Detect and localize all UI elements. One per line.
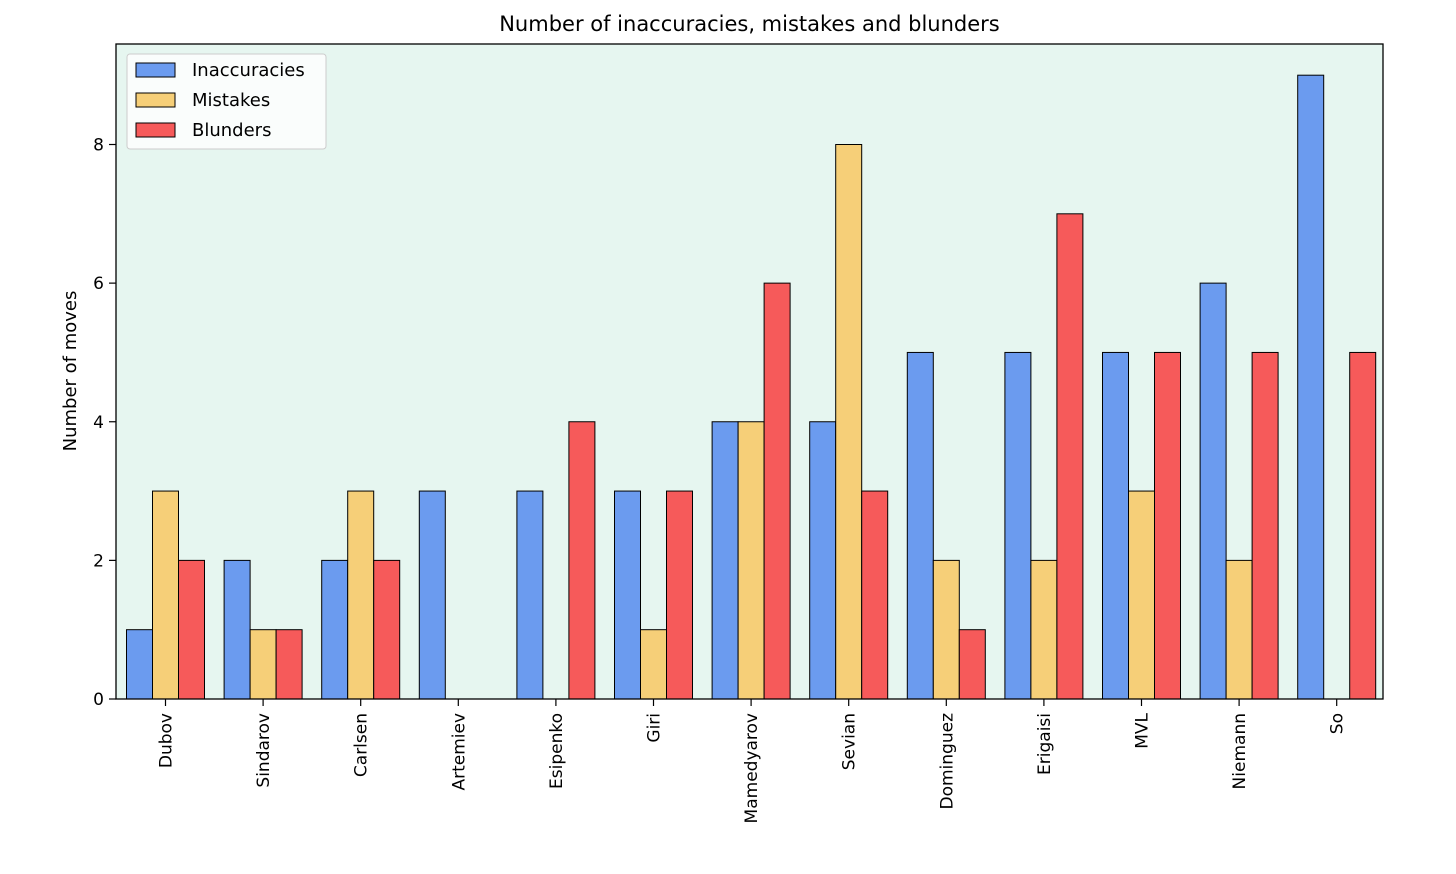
bar-inaccuracies-carlsen [321, 559, 349, 700]
bar-mistakes-mvl [1128, 490, 1155, 700]
bar-inaccuracies-mamedyarov [711, 421, 739, 700]
legend-swatch-mistakes [135, 92, 176, 108]
bar-mistakes-dominguez [932, 559, 960, 700]
x-tick-label-sindarov: Sindarov [254, 713, 274, 788]
legend-swatch-blunders [135, 122, 176, 138]
y-tick-label: 2 [93, 551, 104, 571]
chart-title: Number of inaccuracies, mistakes and blu… [499, 12, 1000, 36]
bar-inaccuracies-mvl [1102, 351, 1129, 700]
bar-blunders-mvl [1154, 351, 1181, 700]
bars-group [126, 74, 1377, 700]
bar-inaccuracies-erigaisi [1004, 351, 1032, 700]
x-tick-label-carlsen: Carlsen [352, 713, 372, 777]
bar-blunders-carlsen [373, 559, 401, 700]
bar-blunders-mamedyarov [763, 282, 791, 700]
legend-label-mistakes: Mistakes [192, 90, 270, 111]
x-tick-label-giri: Giri [645, 713, 665, 743]
bar-blunders-niemann [1251, 351, 1279, 700]
bar-inaccuracies-niemann [1199, 282, 1227, 700]
legend-box [126, 53, 327, 150]
bar-mistakes-niemann [1225, 559, 1253, 700]
bar-blunders-dubov [178, 559, 205, 700]
legend: Inaccuracies Mistakes Blunders [126, 53, 327, 150]
y-tick-label: 8 [93, 136, 104, 156]
y-tick-label: 4 [93, 413, 104, 433]
legend-label-blunders: Blunders [192, 120, 271, 141]
x-tick-label-mamedyarov: Mamedyarov [742, 713, 762, 823]
bar-blunders-sevian [861, 490, 889, 700]
x-tick-label-sevian: Sevian [840, 713, 860, 770]
bar-inaccuracies-dubov [126, 629, 153, 700]
bar-inaccuracies-artemiev [418, 490, 446, 700]
y-tick-label: 6 [93, 274, 104, 294]
y-axis: 0 2 4 6 8 [93, 136, 116, 710]
bar-blunders-esipenko [568, 421, 596, 700]
bar-mistakes-dubov [152, 490, 179, 700]
bar-mistakes-sevian [835, 144, 863, 700]
legend-swatch-inaccuracies [135, 62, 176, 78]
bar-blunders-so [1349, 351, 1377, 700]
bar-blunders-erigaisi [1056, 213, 1084, 700]
bar-inaccuracies-dominguez [906, 351, 934, 700]
x-tick-label-artemiev: Artemiev [449, 713, 469, 791]
x-tick-label-dubov: Dubov [157, 713, 177, 768]
x-axis: Dubov Sindarov Carlsen Artemiev Esipenko Giri… [157, 699, 1348, 823]
bar-mistakes-sindarov [249, 629, 277, 700]
bar-mistakes-mamedyarov [737, 421, 765, 700]
bar-blunders-dominguez [958, 629, 986, 700]
bar-blunders-giri [666, 490, 693, 700]
y-axis-label: Number of moves [60, 291, 81, 452]
bar-inaccuracies-giri [614, 490, 641, 700]
x-tick-label-so: So [1328, 713, 1348, 734]
bar-mistakes-erigaisi [1030, 559, 1058, 700]
bar-inaccuracies-sevian [809, 421, 837, 700]
x-tick-label-erigaisi: Erigaisi [1035, 713, 1055, 775]
plot-frame [115, 43, 1384, 700]
x-tick-label-niemann: Niemann [1230, 713, 1250, 789]
x-tick-label-mvl: MVL [1133, 712, 1153, 748]
bar-mistakes-giri [640, 629, 667, 700]
x-tick-label-esipenko: Esipenko [547, 713, 567, 789]
y-tick-label: 0 [93, 690, 104, 710]
bar-inaccuracies-sindarov [223, 559, 251, 700]
bar-blunders-sindarov [275, 629, 303, 700]
bar-inaccuracies-esipenko [516, 490, 544, 700]
bar-inaccuracies-so [1297, 74, 1325, 700]
x-tick-label-dominguez: Dominguez [937, 713, 957, 810]
legend-label-inaccuracies: Inaccuracies [192, 60, 305, 81]
bar-mistakes-carlsen [347, 490, 375, 700]
